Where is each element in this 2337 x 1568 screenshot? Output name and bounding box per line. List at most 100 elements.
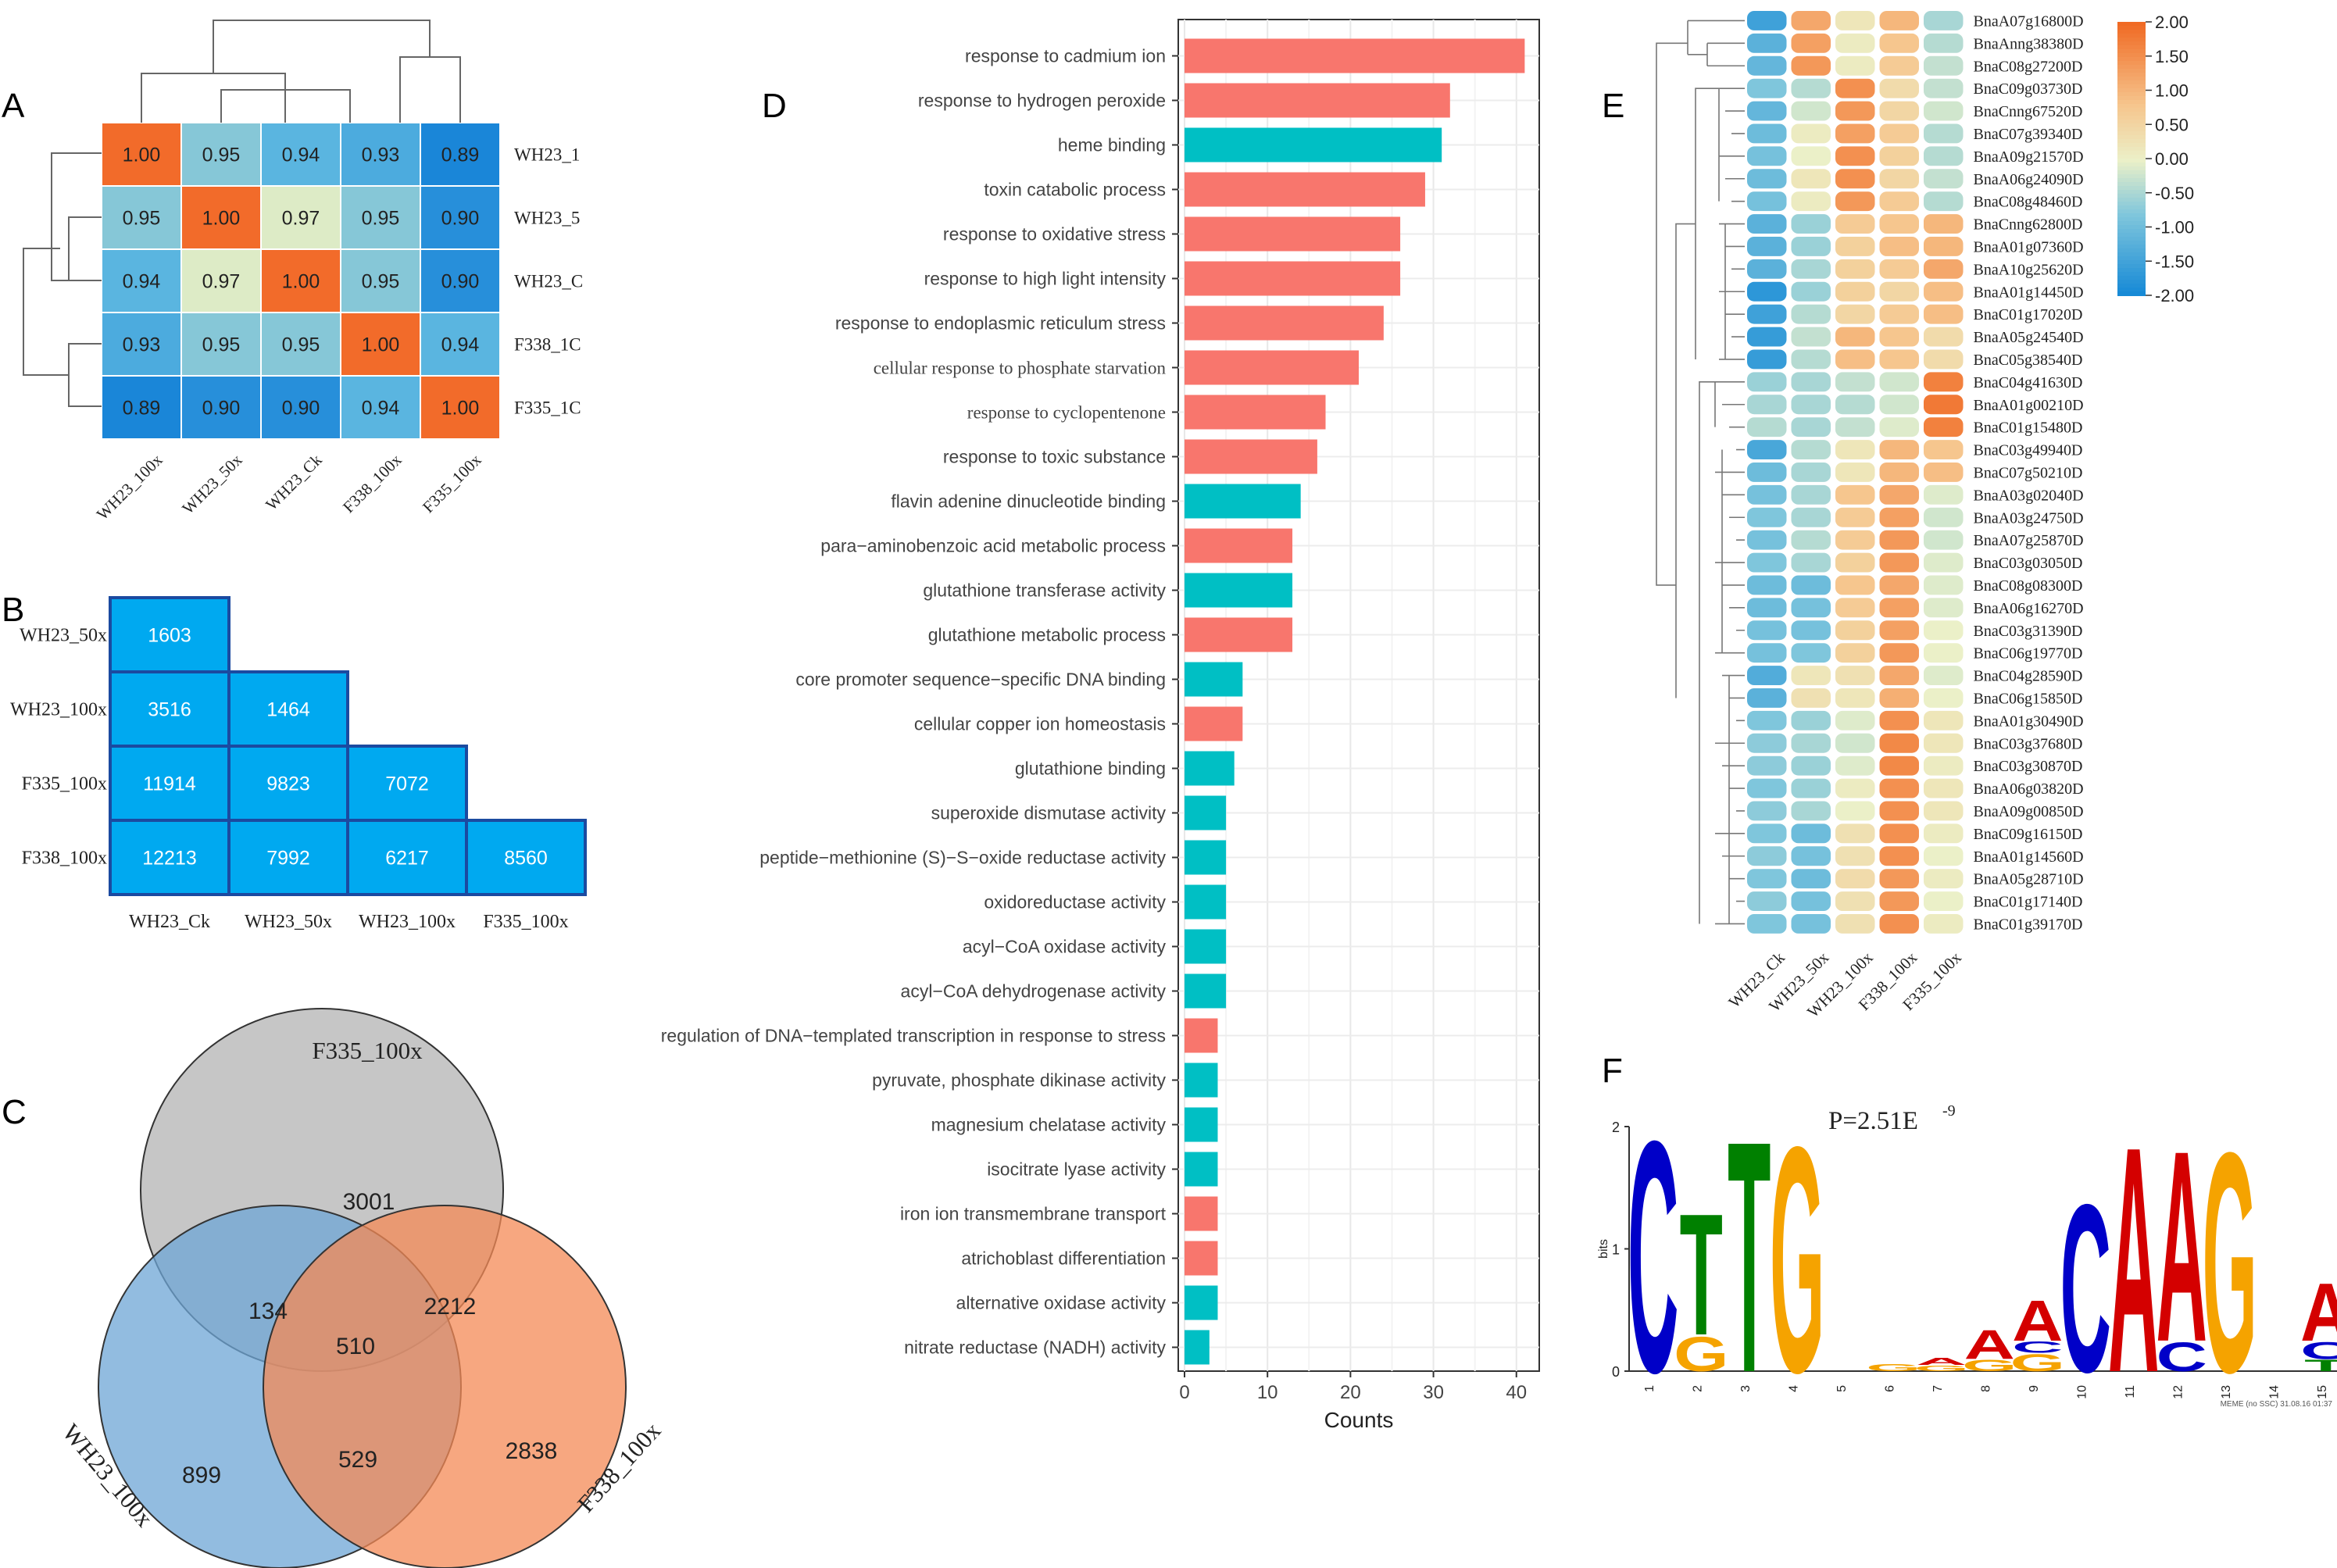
expression-cell bbox=[1835, 417, 1875, 438]
expression-cell bbox=[1924, 552, 1964, 573]
gene-label: BnaC06g19770D bbox=[1974, 645, 2083, 663]
heatmap-cell-value: 0.90 bbox=[202, 398, 241, 420]
go-bar bbox=[1185, 840, 1227, 875]
expression-cell bbox=[1791, 259, 1831, 279]
heatmap-row-label: F335_1C bbox=[514, 398, 581, 418]
legend-swatch bbox=[2117, 88, 2146, 93]
panel-label-e: E bbox=[1602, 87, 1624, 125]
gene-label: BnaC07g50210D bbox=[1974, 464, 2083, 481]
matrix-cell bbox=[465, 819, 587, 896]
go-bar bbox=[1185, 573, 1293, 608]
expression-cell bbox=[1747, 191, 1787, 212]
expression-cell bbox=[1924, 598, 1964, 618]
legend-swatch bbox=[2117, 284, 2146, 288]
heatmap-cell-value: 0.94 bbox=[123, 271, 161, 293]
gene-label: BnaC06g15850D bbox=[1974, 690, 2083, 707]
expression-cell bbox=[1924, 146, 1964, 166]
expression-cell bbox=[1791, 575, 1831, 595]
matrix-cell-value: 8560 bbox=[504, 848, 548, 870]
logo-letter: G bbox=[1866, 1363, 1921, 1373]
legend-swatch bbox=[2117, 272, 2146, 277]
expression-cell bbox=[1924, 123, 1964, 144]
matrix-cell-value: 3516 bbox=[148, 699, 191, 721]
go-bar bbox=[1185, 706, 1243, 741]
expression-cell bbox=[1791, 620, 1831, 641]
expression-cell bbox=[1747, 304, 1787, 324]
legend-swatch bbox=[2117, 69, 2146, 73]
legend-swatch bbox=[2117, 155, 2146, 159]
panel-label-d: D bbox=[762, 87, 787, 125]
go-enrichment-bar-chart: response to cadmium ion response to hydro… bbox=[661, 19, 1540, 1432]
position-label: 4 bbox=[1787, 1385, 1800, 1392]
expression-cell bbox=[1879, 575, 1919, 595]
x-tick-label: 10 bbox=[1257, 1382, 1278, 1403]
gene-label: BnaC09g16150D bbox=[1974, 826, 2083, 843]
expression-cell bbox=[1747, 417, 1787, 438]
expression-cell bbox=[1747, 33, 1787, 53]
gene-label: BnaC04g41630D bbox=[1974, 374, 2083, 391]
expression-cell bbox=[1924, 372, 1964, 392]
legend-swatch bbox=[2117, 38, 2146, 42]
legend-swatch bbox=[2117, 30, 2146, 34]
expression-cell bbox=[1835, 78, 1875, 98]
expression-cell bbox=[1791, 710, 1831, 730]
expression-cell bbox=[1879, 869, 1919, 889]
expression-cell bbox=[1791, 552, 1831, 573]
legend-swatch bbox=[2117, 209, 2146, 214]
go-term-label: response to high light intensity bbox=[924, 269, 1167, 289]
matrix-cell bbox=[346, 819, 468, 896]
legend-swatch bbox=[2117, 174, 2146, 179]
gene-label: BnaC01g17140D bbox=[1974, 894, 2083, 911]
legend-tick-label: 0.00 bbox=[2155, 149, 2189, 169]
expression-cell bbox=[1791, 191, 1831, 212]
go-bar bbox=[1185, 795, 1227, 830]
expression-cell bbox=[1747, 281, 1787, 302]
expression-cell bbox=[1879, 643, 1919, 663]
expression-cell bbox=[1747, 575, 1787, 595]
go-term-label: response to cyclopentenone bbox=[967, 403, 1166, 423]
expression-cell bbox=[1835, 463, 1875, 482]
expression-cell bbox=[1924, 666, 1964, 685]
go-bar bbox=[1185, 617, 1293, 652]
heatmap-cell-value: 0.94 bbox=[362, 398, 400, 420]
position-label: 2 bbox=[1691, 1385, 1704, 1392]
legend-swatch bbox=[2117, 73, 2146, 77]
heatmap-cell-value: 0.89 bbox=[123, 398, 161, 420]
expression-cell bbox=[1747, 710, 1787, 730]
venn-count-WH23_F338: 529 bbox=[338, 1447, 377, 1473]
expression-cell bbox=[1791, 33, 1831, 53]
expression-cell bbox=[1835, 801, 1875, 821]
heatmap-cell bbox=[102, 377, 180, 438]
legend-tick-label: -1.50 bbox=[2155, 252, 2194, 271]
legend-tick-label: 2.00 bbox=[2155, 13, 2189, 32]
expression-cell bbox=[1791, 395, 1831, 415]
gene-label: BnaA07g25870D bbox=[1974, 532, 2084, 549]
heatmap-cell-value: 0.93 bbox=[362, 145, 400, 166]
legend-tick-label: 1.50 bbox=[2155, 47, 2189, 66]
position-label: 10 bbox=[2075, 1385, 2089, 1399]
legend-swatch bbox=[2117, 237, 2146, 241]
go-term-label: pyruvate, phosphate dikinase activity bbox=[872, 1070, 1166, 1091]
venn-count-all: 510 bbox=[336, 1334, 375, 1359]
go-bar bbox=[1185, 1241, 1218, 1276]
heatmap-cell bbox=[421, 187, 499, 248]
expression-cell bbox=[1879, 440, 1919, 459]
expression-cell bbox=[1879, 372, 1919, 392]
legend-swatch bbox=[2117, 291, 2146, 296]
expression-cell bbox=[1879, 33, 1919, 53]
expression-cell bbox=[1924, 417, 1964, 438]
legend-swatch bbox=[2117, 41, 2146, 46]
venn-count-F335_F338: 2212 bbox=[424, 1294, 477, 1320]
gene-label: BnaC09g03730D bbox=[1974, 80, 2083, 98]
matrix-cell-value: 6217 bbox=[385, 848, 429, 870]
expression-cell bbox=[1835, 914, 1875, 934]
legend-swatch bbox=[2117, 26, 2146, 30]
position-label: 11 bbox=[2124, 1385, 2137, 1398]
go-bar bbox=[1185, 1063, 1218, 1098]
heatmap-cell-value: 1.00 bbox=[282, 271, 320, 293]
legend-swatch bbox=[2117, 116, 2146, 120]
heatmap-cell bbox=[182, 313, 260, 375]
expression-cell bbox=[1835, 395, 1875, 415]
gene-label: BnaC08g48460D bbox=[1974, 194, 2083, 211]
logo-footer: MEME (no SSC) 31.08.16 01:37 bbox=[2221, 1400, 2333, 1409]
